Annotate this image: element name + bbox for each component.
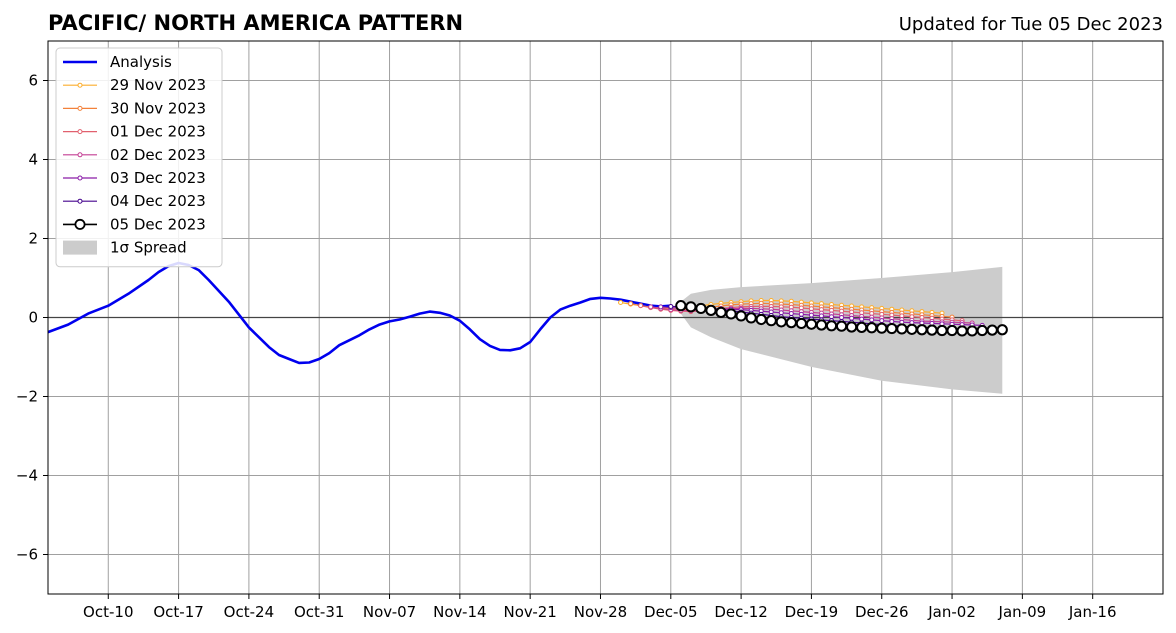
legend-swatch-marker <box>77 198 83 204</box>
legend-label: 05 Dec 2023 <box>110 215 206 233</box>
chart-subtitle: Updated for Tue 05 Dec 2023 <box>899 14 1163 35</box>
legend-swatch-marker <box>77 105 83 111</box>
forecast-point <box>896 323 908 335</box>
forecast-point <box>745 312 757 324</box>
legend-swatch-marker <box>74 218 86 230</box>
forecast-point <box>879 318 885 324</box>
x-tick-label: Nov-07 <box>363 603 416 621</box>
forecast-point <box>725 308 737 320</box>
forecast-point <box>785 317 797 329</box>
legend-label: 1σ Spread <box>110 239 187 257</box>
x-axis: Oct-10 Oct-17 Oct-24 Oct-31 Nov-07 Nov-14 Nov-… <box>83 594 1116 621</box>
forecast-point <box>996 324 1008 336</box>
legend-swatch-marker <box>77 129 83 135</box>
forecast-point <box>755 313 767 326</box>
y-tick-label: −4 <box>16 467 38 485</box>
forecast-series <box>675 300 1008 337</box>
forecast-point <box>866 322 878 334</box>
legend-label: 30 Nov 2023 <box>110 99 206 117</box>
x-tick-label: Jan-16 <box>1068 603 1117 621</box>
forecast-point <box>675 300 687 312</box>
legend-swatch-marker <box>77 175 83 181</box>
x-tick-label: Oct-17 <box>153 603 203 621</box>
x-tick-label: Oct-24 <box>224 603 274 621</box>
forecast-point <box>735 310 747 322</box>
forecast-point <box>956 325 968 337</box>
forecast-point <box>788 311 794 317</box>
x-tick-label: Dec-19 <box>785 603 839 621</box>
y-tick-label: −6 <box>16 546 38 564</box>
x-tick-label: Oct-31 <box>294 603 344 621</box>
y-tick-label: 6 <box>28 72 38 90</box>
forecast-point <box>849 315 855 321</box>
forecast-point <box>695 302 707 315</box>
x-tick-label: Oct-10 <box>83 603 133 621</box>
x-tick-label: Dec-12 <box>714 603 768 621</box>
forecast-point <box>829 314 835 320</box>
x-tick-label: Jan-02 <box>927 603 976 621</box>
forecast-point <box>765 315 777 327</box>
forecast-point <box>839 315 845 320</box>
forecast-point <box>808 312 814 318</box>
legend-swatch-marker <box>77 152 83 158</box>
forecast-point <box>986 324 998 336</box>
forecast-point <box>775 316 787 328</box>
forecast-point <box>818 313 824 319</box>
legend-label: Analysis <box>110 53 172 71</box>
legend-label: 01 Dec 2023 <box>110 123 206 141</box>
x-tick-label: Dec-26 <box>855 603 909 621</box>
forecast-point <box>628 301 634 307</box>
forecast-point <box>869 317 875 323</box>
forecast-point <box>859 316 865 322</box>
y-tick-label: 0 <box>28 309 38 327</box>
forecast-layer <box>618 298 1008 337</box>
x-tick-label: Dec-05 <box>644 603 698 621</box>
legend-label: 29 Nov 2023 <box>110 76 206 94</box>
legend: Analysis 29 Nov 2023 30 Nov 2023 01 Dec 202… <box>55 47 223 268</box>
legend-label: 04 Dec 2023 <box>110 192 206 210</box>
forecast-point <box>705 304 717 316</box>
legend-swatch-marker <box>77 82 83 88</box>
forecast-point <box>795 317 807 330</box>
forecast-point <box>906 323 918 335</box>
forecast-point <box>685 301 697 313</box>
x-tick-label: Nov-14 <box>433 603 486 621</box>
forecast-point <box>966 325 978 337</box>
forecast-point <box>846 321 858 333</box>
forecast-point <box>976 324 988 337</box>
legend-label: 03 Dec 2023 <box>110 169 206 187</box>
forecast-point <box>825 320 838 332</box>
forecast-point <box>658 304 664 310</box>
chart-title: PACIFIC/ NORTH AMERICA PATTERN <box>48 11 463 35</box>
forecast-point <box>946 324 958 337</box>
y-tick-label: −2 <box>16 388 38 406</box>
forecast-point <box>715 306 727 318</box>
forecast-point <box>648 304 654 310</box>
forecast-point <box>916 324 928 336</box>
forecast-point <box>778 310 784 316</box>
forecast-point <box>936 324 948 337</box>
x-tick-label: Nov-21 <box>503 603 556 621</box>
legend-swatch-spread <box>63 240 97 255</box>
forecast-point <box>798 311 804 317</box>
legend-label: 02 Dec 2023 <box>110 146 206 164</box>
x-tick-label: Nov-28 <box>574 603 627 621</box>
forecast-point <box>805 318 818 330</box>
legend-box <box>55 47 223 268</box>
forecast-point <box>889 318 895 324</box>
y-tick-label: 4 <box>28 151 38 169</box>
forecast-point <box>815 319 828 331</box>
forecast-point <box>926 324 938 336</box>
forecast-point <box>835 320 848 332</box>
y-axis: 6 4 2 0 −2 −4 −6 <box>16 72 48 564</box>
forecast-point <box>668 303 674 309</box>
forecast-point <box>886 322 898 335</box>
x-tick-label: Jan-09 <box>998 603 1047 621</box>
forecast-point <box>618 299 624 305</box>
forecast-point <box>638 303 644 309</box>
forecast-point <box>876 322 888 334</box>
forecast-point <box>856 321 868 333</box>
y-tick-label: 2 <box>28 230 38 248</box>
